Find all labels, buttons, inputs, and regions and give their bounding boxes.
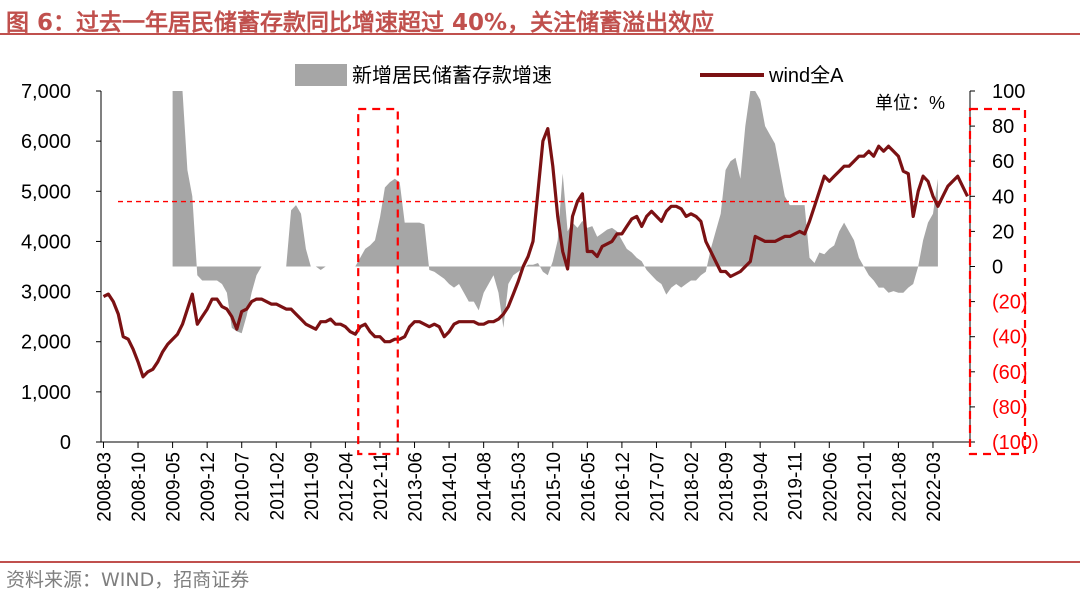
x-tick-label: 2014-01 (440, 452, 461, 522)
y-left-tick-label: 6,000 (21, 131, 71, 153)
right-axis-highlight-box (968, 107, 1027, 456)
x-tick-label: 2014-08 (475, 452, 496, 522)
area-series (172, 91, 938, 334)
unit-label: 单位：% (875, 93, 945, 113)
x-tick-label: 2022-03 (924, 452, 945, 522)
x-tick-label: 2015-10 (544, 452, 565, 522)
x-tick-label: 2008-03 (95, 452, 116, 522)
x-tick-label: 2012-11 (371, 452, 392, 520)
legend-label-line: wind全A (768, 64, 844, 87)
x-tick-label: 2019-11 (786, 452, 807, 520)
x-tick-label: 2009-05 (164, 452, 185, 522)
y-right-tick-label: (20) (992, 292, 1028, 314)
x-tick-label: 2010-07 (233, 452, 254, 522)
y-left-tick-label: 5,000 (21, 181, 71, 203)
x-tick-label: 2008-10 (129, 452, 150, 522)
highlight-box (357, 107, 399, 456)
y-left-tick-label: 0 (60, 432, 71, 454)
y-right-tick-label: 100 (992, 81, 1025, 103)
source-note: 资料来源：WIND，招商证券 (6, 569, 250, 591)
x-tick-label: 2011-02 (267, 452, 288, 520)
area-segment (172, 91, 938, 334)
y-right-tick-label: 60 (992, 151, 1014, 173)
legend: 新增居民储蓄存款增速 wind全A (295, 64, 844, 87)
x-tick-label: 2012-04 (336, 452, 357, 522)
y-right-tick-label: (80) (992, 397, 1028, 419)
axes: 2008-03 2008-10 2009-05 2009-12 2010-07 2011-… (21, 81, 1039, 522)
figure-title: 图 6：过去一年居民储蓄存款同比增速超过 40%，关注储蓄溢出效应 (6, 10, 715, 36)
source-rule (0, 561, 1080, 563)
y-left-tick-label: 7,000 (21, 81, 71, 103)
x-tick-label: 2021-01 (855, 452, 876, 522)
x-tick-label: 2016-12 (613, 452, 634, 522)
y-left-tick-label: 3,000 (21, 282, 71, 304)
line-series (102, 127, 969, 379)
y-left-tick-label: 1,000 (21, 382, 71, 404)
y-right-tick-label: (40) (992, 327, 1028, 349)
x-tick-label: 2011-09 (302, 452, 323, 520)
x-tick-label: 2018-09 (717, 452, 738, 522)
x-tick-label: 2016-05 (578, 452, 599, 522)
title-rule (0, 33, 1080, 35)
y-right-tick-label: 0 (992, 257, 1003, 279)
y-left-tick-label: 4,000 (21, 231, 71, 253)
x-tick-label: 2018-02 (682, 452, 703, 522)
y-right-tick-label: (60) (992, 362, 1028, 384)
chart: 2008-03 2008-10 2009-05 2009-12 2010-07 2011-… (21, 64, 1039, 522)
x-tick-label: 2009-12 (198, 452, 219, 522)
x-tick-label: 2021-08 (889, 452, 910, 522)
y-right-tick-label: 20 (992, 221, 1014, 243)
x-tick-label: 2019-04 (751, 452, 772, 522)
legend-label-area: 新增居民储蓄存款增速 (352, 64, 552, 87)
x-tick-label: 2013-06 (406, 452, 427, 522)
x-tick-label: 2017-07 (648, 452, 669, 522)
x-tick-label: 2020-06 (820, 452, 841, 522)
y-left-tick-label: 2,000 (21, 332, 71, 354)
y-right-tick-label: 80 (992, 116, 1014, 138)
legend-swatch-area (295, 64, 347, 86)
x-tick-label: 2015-03 (509, 452, 530, 522)
highlight-group (357, 107, 1027, 456)
y-right-tick-label: (100) (992, 432, 1039, 454)
line-path (102, 127, 969, 379)
y-right-tick-label: 40 (992, 186, 1014, 208)
